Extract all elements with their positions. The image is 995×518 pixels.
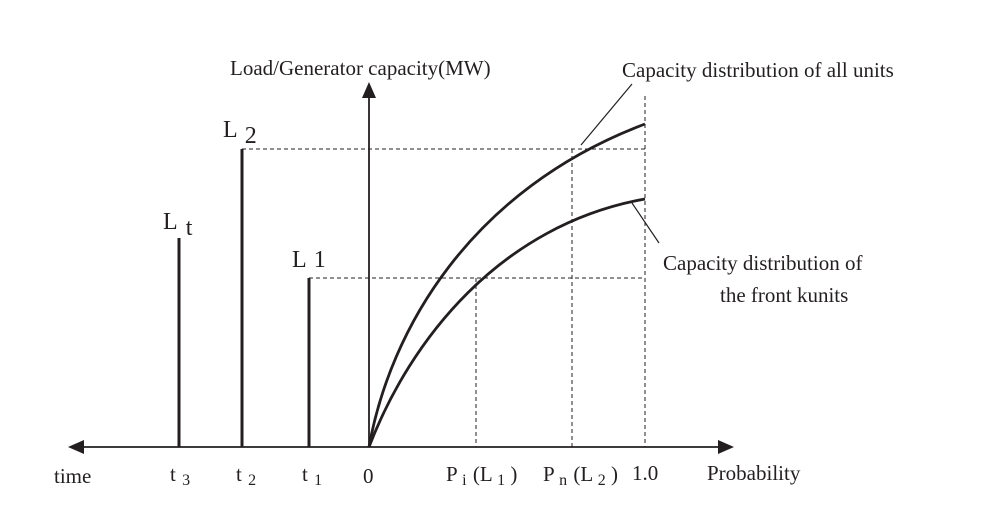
load-label-lt-main: L — [163, 209, 177, 235]
right-axis-arrowhead — [718, 440, 734, 454]
tick-label-pi-arg-close: ) — [510, 462, 517, 486]
tick-label-t2: t 2 — [236, 462, 256, 489]
tick-label-one: 1.0 — [632, 461, 658, 485]
tick-label-pn-main: P — [543, 462, 554, 486]
load-label-l2-main: L — [223, 117, 237, 143]
tick-label-t3-sub: 3 — [182, 472, 190, 489]
tick-label-zero: 0 — [363, 464, 374, 488]
load-label-lt-sub: t — [186, 215, 193, 241]
tick-label-pi-arg-sub: 1 — [497, 472, 505, 489]
front-units-label-line1: Capacity distribution of — [663, 251, 862, 275]
tick-label-t2-main: t — [236, 462, 242, 486]
tick-label-t1-main: t — [302, 462, 308, 486]
left-axis-arrowhead — [68, 440, 84, 454]
tick-label-t1: t 1 — [302, 462, 322, 489]
all-units-label: Capacity distribution of all units — [622, 58, 894, 82]
all-units-leader — [580, 83, 633, 146]
front-units-curve — [367, 197, 646, 448]
tick-label-pn-sub: n — [559, 472, 567, 489]
tick-label-t3-main: t — [170, 462, 176, 486]
load-label-l1-sub: 1 — [314, 247, 326, 273]
tick-label-t2-sub: 2 — [248, 472, 256, 489]
tick-label-t3: t 3 — [170, 462, 190, 489]
x-axis-label: Probability — [707, 461, 801, 485]
load-label-l1-main: L — [292, 247, 306, 273]
load-label-l2: L 2 — [223, 117, 257, 149]
time-axis-label: time — [54, 464, 91, 488]
tick-label-pn-arg-open: (L — [573, 462, 592, 486]
tick-label-pi-sub: i — [462, 472, 467, 489]
tick-label-pi: P i (L 1 ) — [446, 462, 517, 490]
all-units-curve — [367, 122, 646, 448]
front-units-label-line2: the front kunits — [720, 283, 848, 307]
tick-label-pn-arg-close: ) — [611, 462, 618, 486]
load-label-lt: L t — [163, 209, 193, 241]
load-label-l1: L 1 — [292, 247, 326, 273]
dashed-guides — [242, 96, 646, 447]
tick-label-pn-arg-sub: 2 — [598, 472, 606, 489]
vertical-axis-arrowhead — [362, 82, 376, 98]
tick-label-pn: P n (L 2 ) — [543, 462, 618, 490]
load-label-l2-sub: 2 — [245, 123, 257, 149]
tick-label-pi-main: P — [446, 462, 457, 486]
tick-label-t1-sub: 1 — [314, 472, 322, 489]
tick-label-pi-arg-open: (L — [473, 462, 492, 486]
front-units-leader — [631, 202, 660, 244]
y-axis-label: Load/Generator capacity(MW) — [230, 56, 491, 80]
